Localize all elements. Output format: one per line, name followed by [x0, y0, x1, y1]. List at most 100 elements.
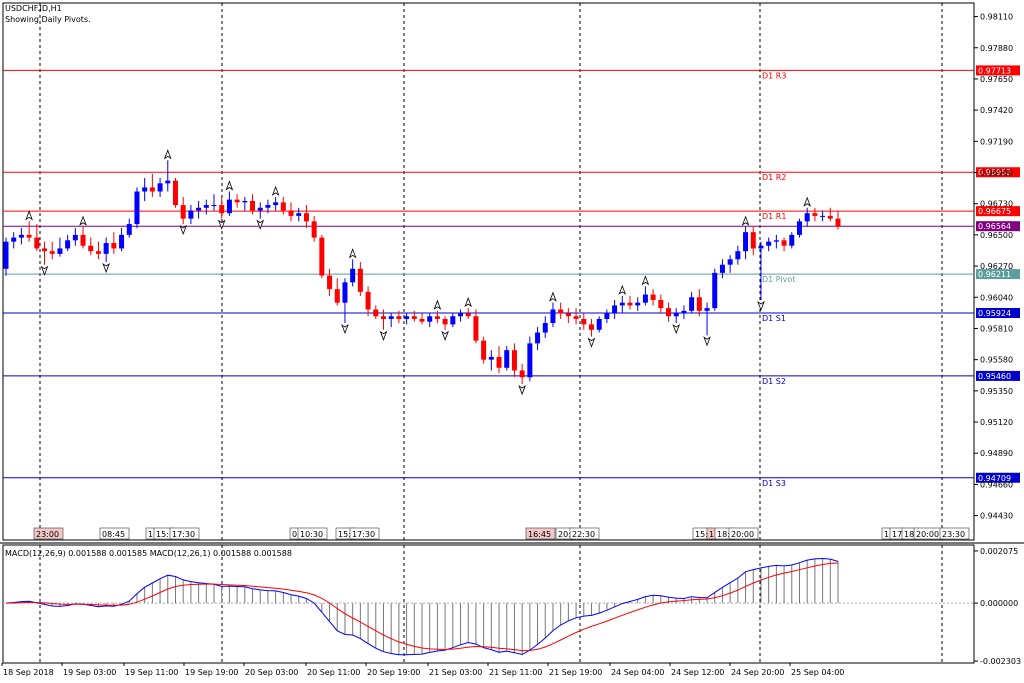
x-tick-label: 21 Sep 19:00 — [549, 668, 602, 677]
candle-body — [88, 245, 94, 252]
candle-body — [34, 237, 40, 249]
time-tag-label: 18: — [717, 530, 730, 539]
time-tag-label: 23:30 — [942, 530, 965, 539]
y-tick-label: 0.96270 — [980, 262, 1013, 271]
time-tag-label: 1 — [709, 530, 714, 539]
fractal-up-icon — [549, 291, 557, 302]
fractal-up-icon — [25, 210, 33, 221]
candle-body — [650, 294, 656, 300]
pivot-label: D1 R2 — [762, 173, 786, 182]
x-tick-label: 21 Sep 11:00 — [489, 668, 542, 677]
candle-body — [226, 199, 232, 214]
candle-body — [42, 248, 48, 252]
candle-body — [103, 243, 109, 254]
fractal-up-icon — [433, 299, 442, 310]
fractal-up-icon — [225, 180, 234, 191]
fractal-down-icon — [102, 262, 110, 274]
macd-signal-line — [5, 562, 839, 652]
candle-body — [219, 205, 225, 214]
pivot-price-label: 0.96962 — [978, 168, 1011, 177]
candle-body — [473, 316, 479, 341]
candle-body — [573, 316, 579, 319]
candle-body — [712, 272, 718, 309]
time-tag-label: 23:00 — [36, 530, 59, 539]
x-tick-label: 19 Sep 19:00 — [185, 668, 238, 677]
candle-body — [542, 323, 548, 333]
candle-body — [350, 268, 356, 283]
fractal-up-icon — [464, 296, 473, 308]
pivot-price-box — [976, 472, 1020, 483]
candle-body — [257, 207, 263, 211]
candle-body — [550, 309, 556, 324]
candle-body — [119, 234, 125, 249]
candle-body — [481, 340, 487, 360]
candle-body — [604, 313, 610, 319]
candle-body — [250, 200, 256, 211]
time-tag-label: 17:30 — [352, 530, 375, 539]
pivot-price-label: 0.94709 — [978, 474, 1011, 483]
candle-body — [26, 234, 32, 238]
time-tag-label: 22:30 — [572, 530, 595, 539]
candle-body — [396, 316, 402, 319]
candle-body — [450, 316, 456, 325]
x-tick-label: 24 Sep 04:00 — [611, 668, 664, 677]
main-frame — [2, 2, 975, 541]
time-tag-label: 10:30 — [300, 530, 323, 539]
x-tick-label: 20 Sep 03:00 — [245, 668, 298, 677]
time-tag-label: 15: — [156, 530, 169, 539]
candle-body — [342, 282, 348, 303]
candle-body — [635, 302, 641, 306]
candle-body — [319, 237, 325, 276]
candle-body — [3, 241, 9, 269]
candle-body — [642, 294, 648, 303]
y-tick-label: 0.96040 — [980, 293, 1013, 302]
y-tick-label: 0.97880 — [980, 44, 1013, 53]
pivot-price-box — [976, 370, 1020, 381]
candle-body — [681, 310, 687, 314]
fractal-down-icon — [757, 300, 765, 312]
candle-body — [789, 234, 795, 246]
y-tick-label: 0.97190 — [980, 137, 1013, 146]
candle-body — [72, 234, 78, 241]
candle-body — [65, 240, 71, 249]
candle-body — [704, 308, 710, 311]
time-tag — [728, 527, 759, 540]
pivot-label: D1 R1 — [762, 212, 786, 221]
pivot-price-box — [976, 269, 1020, 280]
fractal-down-icon — [587, 337, 596, 348]
candle-body — [658, 299, 664, 309]
fractal-down-icon — [379, 330, 388, 341]
candle-body — [835, 218, 841, 227]
candle-body — [303, 213, 309, 222]
x-tick-label: 19 Sep 11:00 — [125, 668, 178, 677]
candle-body — [365, 291, 371, 310]
candle-body — [126, 224, 132, 235]
candle-body — [796, 221, 802, 235]
time-tag-label: 20:00 — [731, 530, 754, 539]
time-tag-label: 18 — [904, 530, 914, 539]
time-tag — [297, 527, 328, 540]
candle-body — [180, 205, 186, 219]
candle-body — [519, 370, 525, 378]
candle-body — [727, 259, 733, 265]
pivot-label: D1 S1 — [762, 314, 786, 323]
y-tick-label: 0.95580 — [980, 356, 1013, 365]
time-tag-label: 16:45 — [528, 530, 551, 539]
last-price-label: 0.96564 — [978, 222, 1011, 231]
y-tick-label: 0.95120 — [980, 418, 1013, 427]
candle-body — [488, 356, 494, 360]
y-tick-label: 0.96960 — [980, 169, 1013, 178]
candle-body — [627, 302, 633, 306]
candle-body — [804, 213, 810, 222]
candle-body — [719, 264, 725, 273]
time-tag — [169, 527, 200, 540]
x-tick-label: 24 Sep 12:00 — [671, 668, 724, 677]
fractal-down-icon — [441, 330, 449, 341]
candle-body — [743, 232, 749, 252]
time-tag-label: 15: — [695, 530, 708, 539]
macd-y-tick-label: -0.002303 — [980, 657, 1021, 666]
candle-body — [696, 297, 702, 311]
fractal-down-icon — [217, 219, 226, 230]
candle-body — [327, 275, 333, 290]
candle-body — [750, 232, 756, 249]
